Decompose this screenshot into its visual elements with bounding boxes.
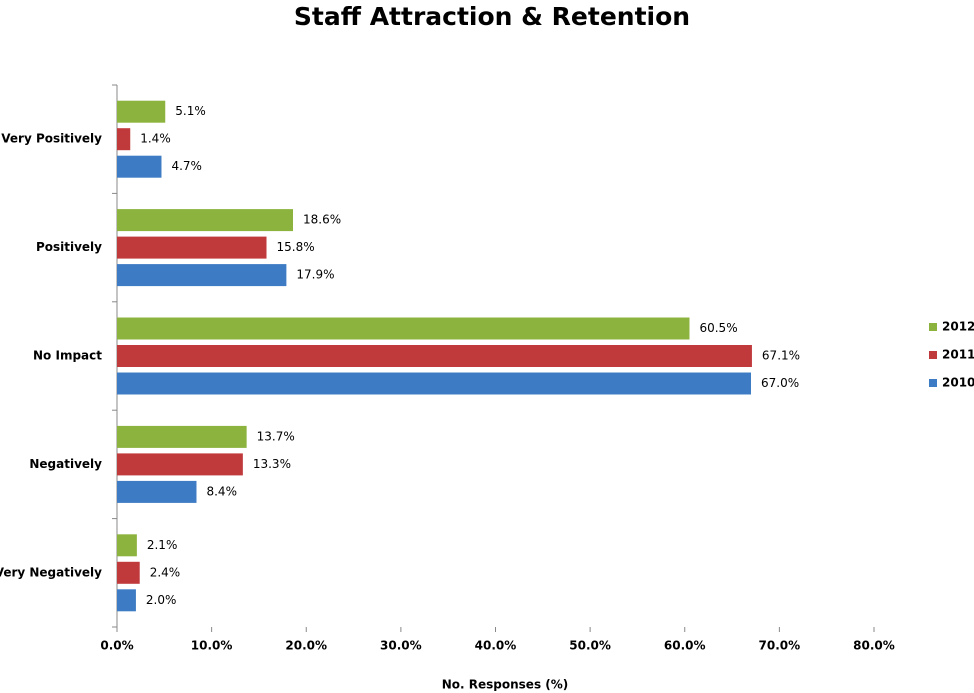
- value-label: 13.3%: [253, 457, 291, 471]
- x-tick-label: 50.0%: [569, 639, 611, 653]
- x-tick-label: 80.0%: [853, 639, 895, 653]
- bar: [117, 425, 247, 448]
- bar: [117, 128, 131, 151]
- legend-label: 2010: [942, 376, 974, 390]
- legend-swatch: [929, 379, 937, 387]
- value-label: 2.1%: [147, 538, 178, 552]
- bar: [117, 236, 267, 259]
- chart-title: Staff Attraction & Retention: [294, 2, 690, 31]
- bar: [117, 480, 197, 503]
- value-label: 2.0%: [146, 593, 177, 607]
- bar: [117, 100, 166, 123]
- bar: [117, 317, 690, 340]
- legend-label: 2012: [942, 320, 974, 334]
- x-tick-label: 30.0%: [380, 639, 422, 653]
- value-label: 5.1%: [175, 104, 206, 118]
- x-tick-label: 10.0%: [191, 639, 233, 653]
- value-label: 67.1%: [762, 349, 800, 363]
- y-tick-label: Negatively: [29, 457, 102, 471]
- legend-swatch: [929, 351, 937, 359]
- value-label: 13.7%: [257, 429, 295, 443]
- y-tick-label: Very Positively: [1, 132, 102, 146]
- y-tick-label: Positively: [36, 240, 102, 254]
- bar: [117, 589, 136, 612]
- value-label: 1.4%: [140, 132, 171, 146]
- legend-label: 2011: [942, 348, 974, 362]
- x-tick-label: 70.0%: [759, 639, 801, 653]
- value-label: 67.0%: [761, 376, 799, 390]
- bar: [117, 345, 752, 367]
- x-tick-label: 0.0%: [100, 639, 133, 653]
- value-label: 8.4%: [206, 484, 237, 498]
- bar: [117, 561, 140, 584]
- value-label: 2.4%: [150, 565, 181, 579]
- bar: [117, 372, 751, 395]
- y-tick-label: Very Negatively: [0, 565, 102, 579]
- value-label: 4.7%: [171, 159, 202, 173]
- value-label: 17.9%: [296, 268, 334, 282]
- bar: [117, 155, 162, 178]
- x-tick-label: 20.0%: [285, 639, 327, 653]
- legend-swatch: [929, 323, 937, 331]
- bar: [117, 209, 294, 232]
- value-label: 15.8%: [277, 240, 315, 254]
- value-label: 60.5%: [699, 321, 737, 335]
- x-tick-label: 60.0%: [664, 639, 706, 653]
- x-axis-title: No. Responses (%): [442, 678, 569, 692]
- bar: [117, 264, 287, 287]
- bar: [117, 453, 243, 476]
- bar: [117, 534, 137, 557]
- y-tick-label: No Impact: [33, 349, 102, 363]
- value-label: 18.6%: [303, 213, 341, 227]
- x-tick-label: 40.0%: [475, 639, 517, 653]
